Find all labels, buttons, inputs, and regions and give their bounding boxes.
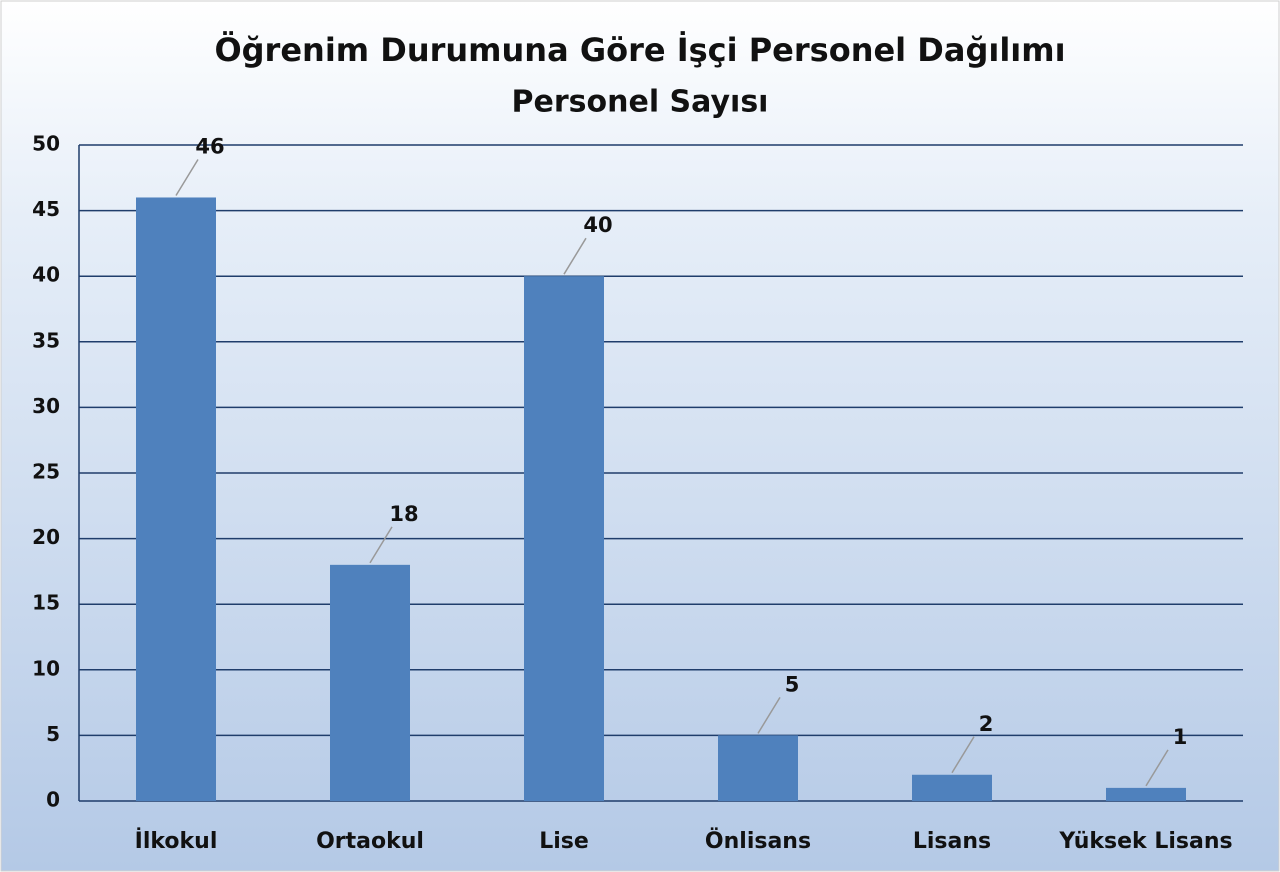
data-label: 46: [195, 134, 224, 158]
data-label: 18: [389, 502, 418, 526]
x-tick-label: Yüksek Lisans: [1058, 829, 1232, 854]
data-label: 1: [1173, 725, 1188, 749]
y-tick-label: 5: [46, 722, 60, 746]
bar: [718, 735, 798, 801]
y-tick-label: 30: [32, 394, 60, 418]
bar: [1106, 787, 1186, 801]
x-tick-label: İlkokul: [135, 828, 218, 854]
leader-line: [175, 159, 199, 196]
y-tick-label: 15: [32, 591, 60, 615]
chart-title: Öğrenim Durumuna Göre İşçi Personel Dağı…: [214, 31, 1065, 69]
leader-line: [1145, 749, 1169, 787]
bar: [136, 197, 216, 802]
bar: [330, 564, 410, 801]
x-tick-label: Lisans: [913, 829, 991, 854]
x-tick-label: Lise: [539, 829, 589, 854]
leader-line: [563, 237, 587, 275]
data-label: 5: [785, 672, 800, 696]
y-tick-label: 10: [32, 656, 60, 680]
leader-line: [369, 526, 393, 564]
y-tick-label: 0: [46, 788, 60, 812]
x-tick-label: Ortaokul: [316, 829, 424, 854]
data-label: 2: [979, 712, 994, 736]
y-tick-label: 50: [32, 132, 60, 156]
y-tick-label: 40: [32, 263, 60, 287]
y-tick-label: 45: [32, 197, 60, 221]
leader-line: [757, 697, 781, 734]
x-tick-label: Önlisans: [705, 828, 811, 854]
y-tick-label: 25: [32, 460, 60, 484]
y-tick-label: 20: [32, 525, 60, 549]
bar: [912, 774, 992, 801]
y-tick-label: 35: [32, 328, 60, 352]
bar: [524, 276, 604, 801]
data-label: 40: [583, 213, 612, 237]
chart-subtitle: Personel Sayısı: [512, 85, 769, 120]
leader-line: [951, 736, 975, 774]
